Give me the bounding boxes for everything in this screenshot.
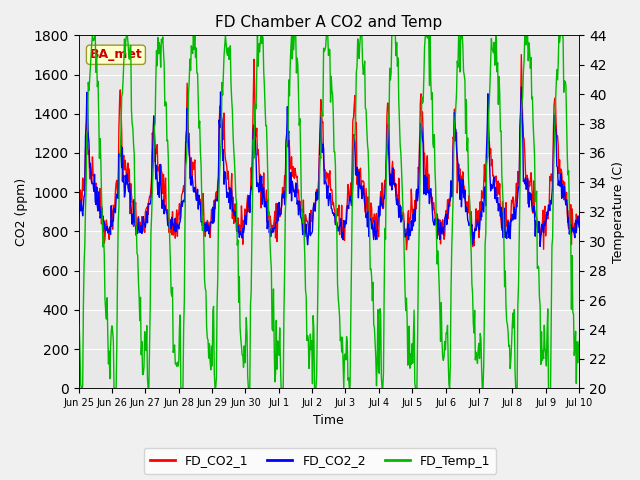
FD_Temp_1 xyxy=(405,323,413,329)
FD_Temp_1 xyxy=(391,33,399,38)
FD_Temp_1 xyxy=(75,349,83,355)
FD_CO2_2 xyxy=(212,197,220,203)
FD_CO2_2 xyxy=(84,106,92,111)
FD_CO2_1 xyxy=(135,221,143,227)
FD_CO2_1 xyxy=(518,52,525,58)
FD_Temp_1 xyxy=(575,338,583,344)
FD_Temp_1 xyxy=(214,275,221,280)
FD_CO2_1 xyxy=(84,144,92,149)
FD_CO2_2 xyxy=(186,156,194,161)
FD_Temp_1 xyxy=(137,294,145,300)
FD_CO2_1 xyxy=(212,189,220,195)
FD_Temp_1 xyxy=(78,385,86,391)
FD_CO2_2 xyxy=(518,84,525,90)
FD_CO2_1 xyxy=(404,208,412,214)
X-axis label: Time: Time xyxy=(314,414,344,427)
FD_Temp_1 xyxy=(188,43,195,49)
FD_CO2_2 xyxy=(536,243,544,249)
Title: FD Chamber A CO2 and Temp: FD Chamber A CO2 and Temp xyxy=(215,15,442,30)
FD_Temp_1 xyxy=(84,79,92,85)
FD_CO2_2 xyxy=(135,227,143,233)
Line: FD_CO2_1: FD_CO2_1 xyxy=(79,55,579,250)
Text: BA_met: BA_met xyxy=(90,48,142,61)
Y-axis label: Temperature (C): Temperature (C) xyxy=(612,161,625,263)
Line: FD_Temp_1: FD_Temp_1 xyxy=(79,36,579,388)
FD_CO2_2 xyxy=(575,224,583,230)
FD_CO2_2 xyxy=(389,165,397,171)
FD_CO2_1 xyxy=(75,208,83,214)
FD_CO2_1 xyxy=(575,213,583,219)
Legend: FD_CO2_1, FD_CO2_2, FD_Temp_1: FD_CO2_1, FD_CO2_2, FD_Temp_1 xyxy=(143,448,497,474)
FD_CO2_1 xyxy=(403,247,410,252)
FD_CO2_2 xyxy=(404,221,412,227)
Line: FD_CO2_2: FD_CO2_2 xyxy=(79,87,579,246)
FD_CO2_1 xyxy=(389,179,397,185)
Y-axis label: CO2 (ppm): CO2 (ppm) xyxy=(15,178,28,246)
FD_Temp_1 xyxy=(88,33,96,38)
FD_CO2_1 xyxy=(186,176,194,181)
FD_CO2_2 xyxy=(75,219,83,225)
